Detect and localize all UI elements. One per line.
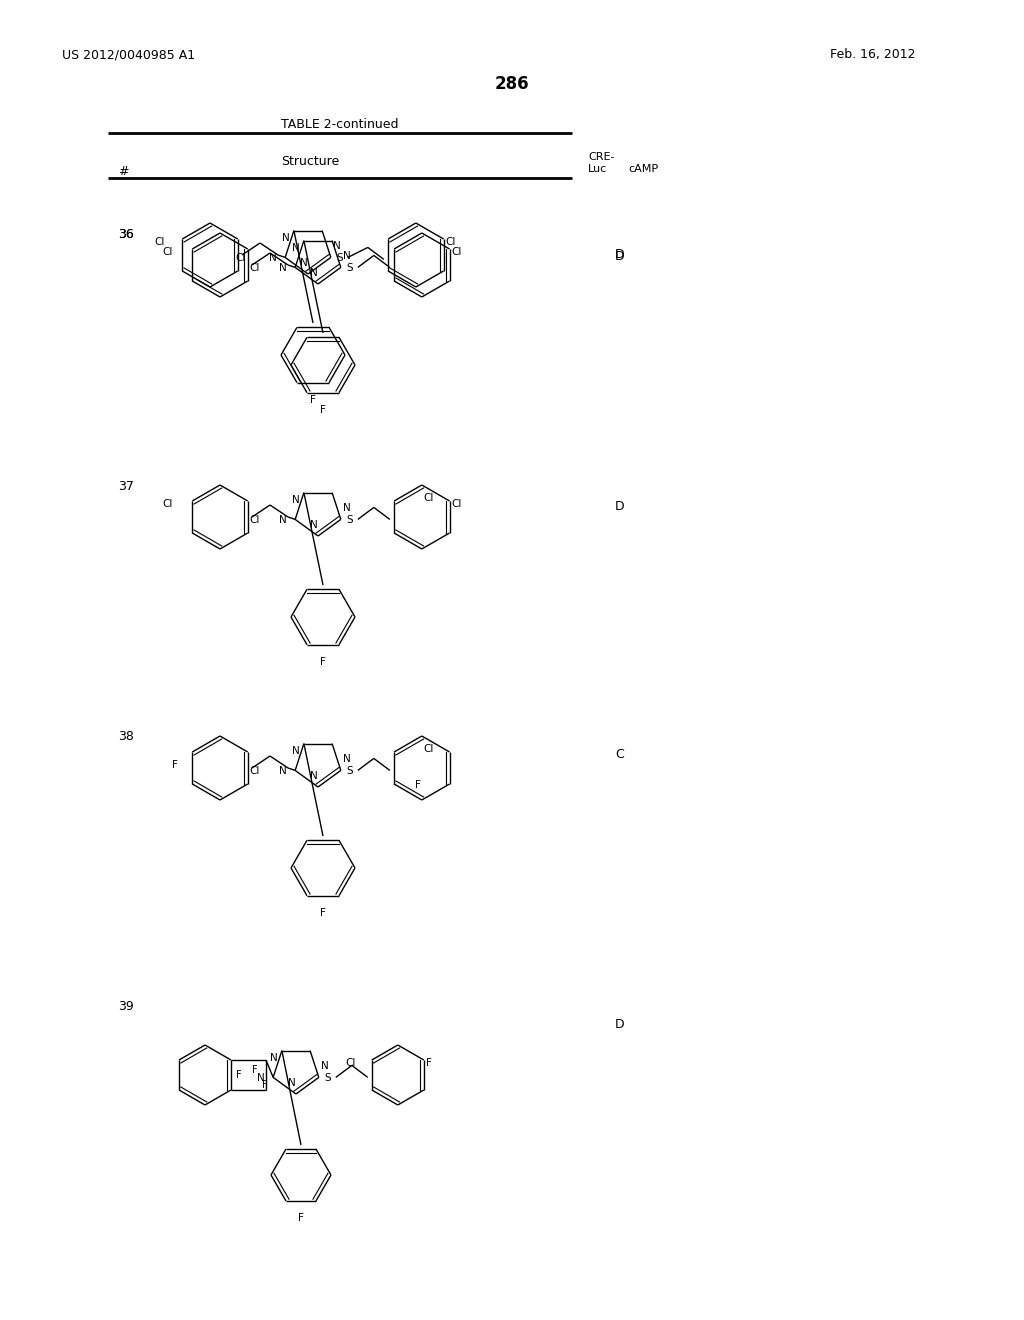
Text: D: D: [615, 249, 625, 263]
Text: N: N: [343, 251, 350, 261]
Text: 37: 37: [118, 480, 134, 492]
Text: N: N: [280, 264, 287, 273]
Text: Cl: Cl: [424, 744, 434, 754]
Text: S: S: [347, 767, 353, 776]
Text: F: F: [298, 1213, 304, 1224]
Text: 39: 39: [118, 1001, 134, 1012]
Text: Cl: Cl: [424, 492, 434, 503]
Text: N: N: [292, 243, 300, 252]
Text: Luc: Luc: [588, 164, 607, 174]
Text: F: F: [426, 1059, 432, 1068]
Text: N: N: [333, 242, 341, 251]
Text: Cl: Cl: [154, 238, 164, 247]
Text: cAMP: cAMP: [628, 164, 658, 174]
Text: N: N: [310, 520, 317, 531]
Text: N: N: [269, 253, 278, 264]
Text: CRE-: CRE-: [588, 152, 614, 162]
Text: D: D: [615, 500, 625, 513]
Text: S: S: [325, 1073, 332, 1084]
Text: Cl: Cl: [250, 263, 260, 273]
Text: F: F: [262, 1080, 268, 1090]
Text: F: F: [415, 780, 421, 789]
Text: 36: 36: [118, 228, 134, 242]
Text: C: C: [615, 748, 624, 762]
Text: N: N: [280, 515, 287, 525]
Text: F: F: [321, 657, 326, 667]
Text: N: N: [321, 1061, 329, 1072]
Text: Cl: Cl: [445, 238, 456, 247]
Text: N: N: [283, 232, 290, 243]
Text: F: F: [172, 760, 178, 770]
Text: 286: 286: [495, 75, 529, 92]
Text: US 2012/0040985 A1: US 2012/0040985 A1: [62, 48, 196, 61]
Text: S: S: [337, 253, 343, 264]
Text: N: N: [270, 1052, 278, 1063]
Text: N: N: [343, 503, 350, 513]
Text: 38: 38: [118, 730, 134, 743]
Text: Cl: Cl: [236, 253, 246, 263]
Text: F: F: [310, 395, 316, 405]
Text: Cl: Cl: [452, 247, 462, 257]
Text: Cl: Cl: [250, 515, 260, 525]
Text: N: N: [292, 495, 300, 504]
Text: Cl: Cl: [250, 766, 260, 776]
Text: Cl: Cl: [452, 499, 462, 510]
Text: D: D: [615, 1018, 625, 1031]
Text: 36: 36: [118, 228, 134, 242]
Text: N: N: [310, 268, 317, 279]
Text: N: N: [257, 1073, 265, 1084]
Text: Feb. 16, 2012: Feb. 16, 2012: [830, 48, 915, 61]
Text: S: S: [347, 264, 353, 273]
Text: N: N: [280, 767, 287, 776]
Text: N: N: [288, 1078, 296, 1088]
Text: N: N: [310, 771, 317, 781]
Text: Cl: Cl: [162, 247, 172, 257]
Text: S: S: [347, 515, 353, 525]
Text: F: F: [253, 1065, 258, 1074]
Text: Structure: Structure: [281, 154, 339, 168]
Text: N: N: [300, 257, 308, 268]
Text: #: #: [118, 165, 128, 178]
Text: F: F: [321, 405, 326, 414]
Text: N: N: [292, 746, 300, 755]
Text: F: F: [321, 908, 326, 917]
Text: TABLE 2-continued: TABLE 2-continued: [282, 117, 398, 131]
Text: Cl: Cl: [345, 1059, 355, 1068]
Text: D: D: [615, 248, 625, 261]
Text: N: N: [343, 755, 350, 764]
Text: Cl: Cl: [162, 499, 172, 510]
Text: F: F: [236, 1071, 242, 1080]
